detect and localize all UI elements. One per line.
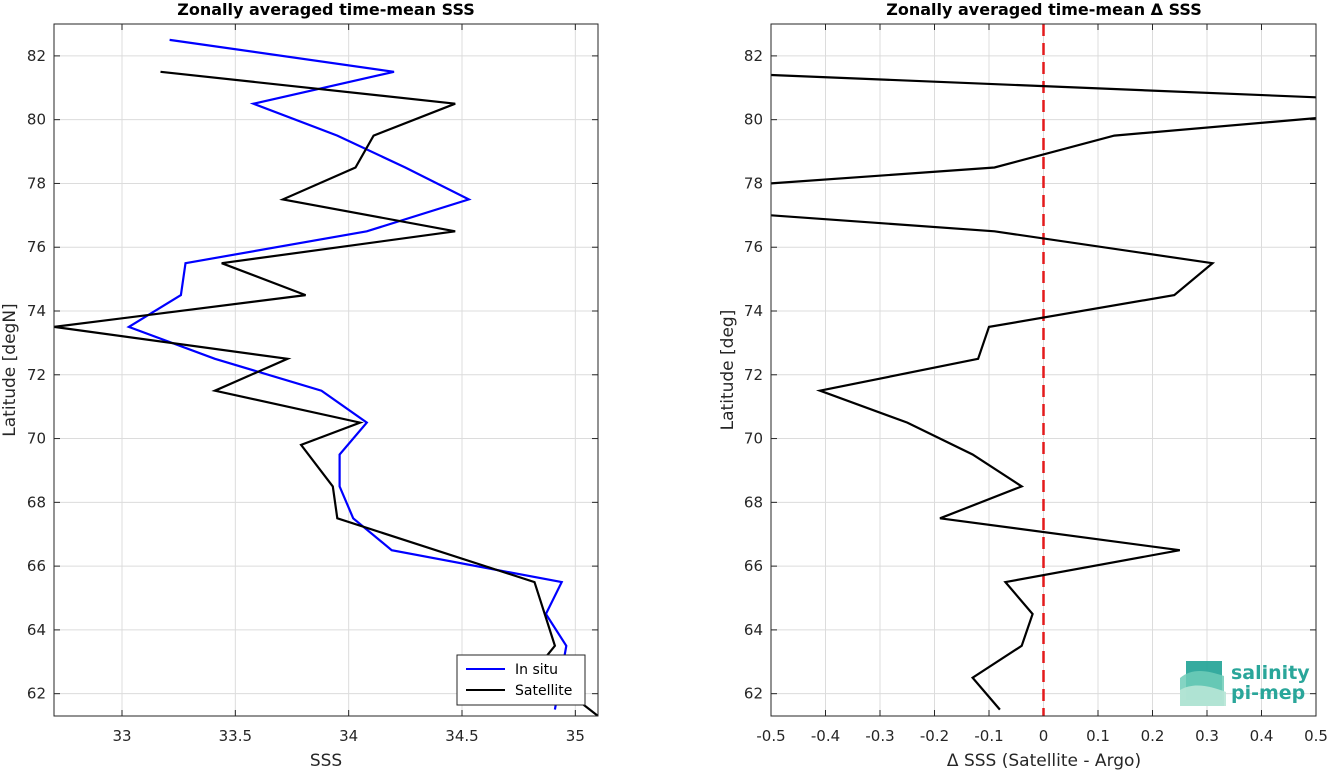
right-x-tick-label: 0.5 <box>1304 727 1328 745</box>
logo-line2: pi-mep <box>1231 682 1305 704</box>
legend-box <box>456 654 586 706</box>
left-grid <box>54 24 598 716</box>
right-x-tick-label: -0.1 <box>974 727 1003 745</box>
legend: In situ Satellite <box>456 654 586 706</box>
left-y-tick-label: 80 <box>27 111 46 129</box>
left-x-tick-label: 34.5 <box>445 727 478 745</box>
right-x-tick-label: -0.5 <box>756 727 785 745</box>
left-x-tick-label: 35 <box>566 727 585 745</box>
legend-insitu-label: In situ <box>515 662 558 678</box>
right-tick-labels: -0.5 -0.4 -0.3 -0.2 -0.1 0 0.1 0.2 0.3 0.4 0.5 62 64… <box>744 47 1328 745</box>
left-y-tick-label: 82 <box>27 47 46 65</box>
left-y-tick-label: 68 <box>27 493 46 511</box>
right-chart: Zonally averaged time-mean Δ SSS -0.5 -0.… <box>718 0 1328 771</box>
right-x-tick-label: 0.2 <box>1141 727 1165 745</box>
right-x-axis-label: Δ SSS (Satellite - Argo) <box>947 751 1141 770</box>
right-x-tick-label: -0.4 <box>811 727 840 745</box>
left-y-tick-label: 72 <box>27 366 46 384</box>
right-y-tick-label: 76 <box>744 238 763 256</box>
right-y-tick-label: 62 <box>744 685 763 703</box>
left-y-tick-label: 78 <box>27 174 46 192</box>
right-y-tick-label: 64 <box>744 621 763 639</box>
left-chart-title: Zonally averaged time-mean SSS <box>177 0 475 19</box>
left-axes-frame <box>53 23 599 717</box>
left-y-axis-label: Latitude [degN] <box>0 303 20 436</box>
right-y-tick-label: 82 <box>744 47 763 65</box>
left-x-axis-label: SSS <box>310 751 342 770</box>
left-x-tick-label: 34 <box>339 727 358 745</box>
right-y-tick-label: 74 <box>744 302 763 320</box>
right-series-lines <box>771 24 1316 716</box>
left-series-lines <box>54 38 598 716</box>
left-chart: Zonally averaged time-mean SSS 33 33.5 34 3… <box>0 0 599 771</box>
left-y-tick-label: 64 <box>27 621 46 639</box>
right-y-tick-label: 80 <box>744 111 763 129</box>
right-chart-title: Zonally averaged time-mean Δ SSS <box>886 0 1202 19</box>
left-series-satellite <box>54 70 598 716</box>
salinity-pi-mep-logo: salinity pi-mep <box>1180 661 1310 706</box>
right-x-tick-label: 0 <box>1039 727 1049 745</box>
left-y-tick-label: 66 <box>27 557 46 575</box>
left-y-tick-label: 74 <box>27 302 46 320</box>
left-tick-labels: 33 33.5 34 34.5 35 62 64 66 68 70 72 74 76 78 80 82 <box>27 47 585 745</box>
left-x-tick-label: 33 <box>112 727 131 745</box>
logo-line1: salinity <box>1231 662 1310 684</box>
right-x-tick-label: 0.4 <box>1250 727 1274 745</box>
left-x-tick-label: 33.5 <box>219 727 252 745</box>
right-y-axis-label: Latitude [deg] <box>718 310 738 431</box>
legend-satellite-label: Satellite <box>515 683 572 699</box>
right-y-tick-label: 72 <box>744 366 763 384</box>
right-x-tick-label: 0.3 <box>1195 727 1219 745</box>
right-y-tick-label: 68 <box>744 493 763 511</box>
right-y-tick-label: 78 <box>744 174 763 192</box>
left-y-tick-label: 76 <box>27 238 46 256</box>
right-x-tick-label: 0.1 <box>1086 727 1110 745</box>
left-y-tick-label: 62 <box>27 685 46 703</box>
right-y-tick-label: 66 <box>744 557 763 575</box>
right-axes-frame <box>770 23 1317 717</box>
right-series-delta-sss <box>771 73 1316 711</box>
logo-waves-icon <box>1180 661 1226 706</box>
right-x-tick-label: -0.2 <box>920 727 949 745</box>
right-x-tick-label: -0.3 <box>865 727 894 745</box>
right-y-tick-label: 70 <box>744 430 763 448</box>
left-y-tick-label: 70 <box>27 430 46 448</box>
